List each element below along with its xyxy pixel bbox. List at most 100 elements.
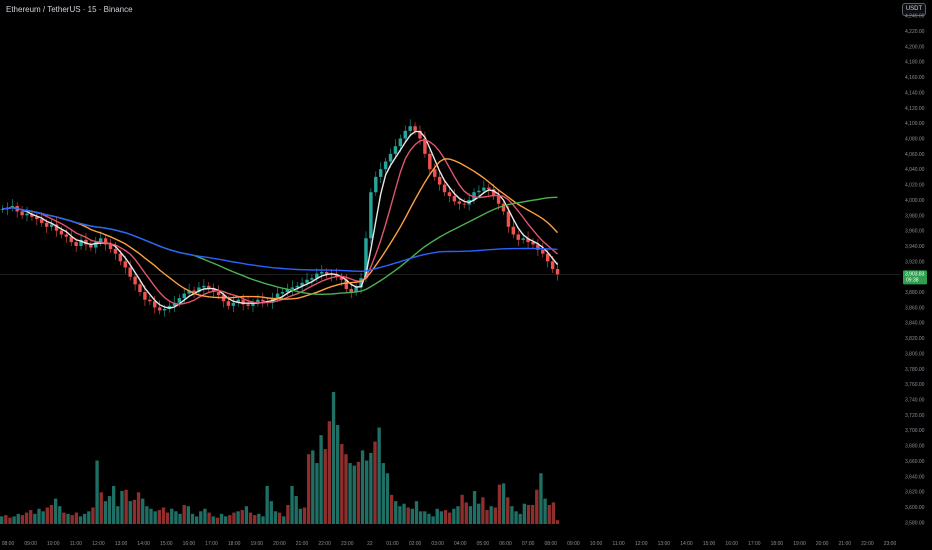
candle-body (103, 238, 108, 245)
candle-body (315, 273, 319, 279)
candle-body (501, 203, 506, 212)
volume-bar (248, 512, 253, 524)
volume-bar (443, 510, 448, 524)
price-tick: 3,720.00 (905, 413, 925, 419)
volume-bars (0, 392, 560, 524)
volume-bar (74, 512, 79, 524)
volume-bar (477, 503, 481, 524)
volume-bar (398, 506, 402, 524)
chart-title: Ethereum / TetherUS · 15 · Binance (6, 5, 133, 14)
volume-bar (174, 511, 178, 524)
volume-bar (70, 515, 74, 524)
volume-bar (277, 512, 282, 524)
volume-bar (522, 503, 527, 524)
candle-body (344, 279, 349, 289)
time-tick: 02:00 (409, 541, 422, 547)
candle-body (118, 253, 123, 262)
candle-body (413, 126, 417, 131)
candle-body (192, 290, 196, 293)
current-price-value: 3,903.83 (905, 271, 925, 277)
candle-body (324, 272, 329, 275)
price-tick: 3,780.00 (905, 367, 925, 373)
candle-body (418, 130, 422, 139)
time-tick: 11:00 (70, 541, 82, 547)
volume-bar (414, 501, 419, 524)
candle-body (541, 249, 545, 254)
volume-bar (290, 485, 294, 524)
volume-bar (323, 449, 327, 524)
candle-body (98, 238, 103, 243)
price-tick: 4,080.00 (905, 137, 925, 143)
candle-body (128, 267, 132, 277)
volume-bar (37, 508, 41, 524)
volume-bar (493, 507, 497, 524)
time-tick: 13:00 (658, 541, 671, 547)
volume-bar (448, 512, 452, 524)
candle-body (393, 146, 398, 154)
volume-bar (377, 427, 381, 524)
price-tick: 4,060.00 (905, 152, 925, 158)
candle-body (89, 244, 93, 248)
candle-body (388, 153, 393, 162)
volume-bar (236, 511, 240, 524)
time-axis[interactable]: 08:00 09:00 10:00 11:00 12:00 13:00 14:00 15:00… (2, 541, 897, 547)
volume-bar (261, 516, 265, 524)
volume-bar (265, 485, 269, 524)
volume-bar (373, 441, 377, 524)
volume-bar (257, 513, 261, 524)
price-axis[interactable]: 4,240.00 4,220.00 4,200.00 4,180.00 4,160.00… (905, 14, 925, 527)
time-tick: 22:00 (861, 541, 874, 547)
candle-body (241, 299, 245, 305)
candle-body (329, 274, 334, 276)
volume-bar (435, 508, 439, 524)
price-tick: 4,180.00 (905, 60, 925, 66)
volume-bar (460, 494, 464, 524)
volume-bar (501, 483, 506, 524)
candle-body (148, 299, 152, 302)
volume-bar (510, 506, 514, 524)
price-tick: 3,620.00 (905, 490, 925, 496)
volume-bar (149, 508, 153, 524)
candle-body (84, 239, 88, 245)
candle-body (452, 196, 457, 202)
time-tick: 14:00 (680, 541, 693, 547)
candle-body (339, 276, 344, 280)
candle-body (216, 292, 221, 296)
volume-bar (472, 491, 477, 524)
price-tick: 3,660.00 (905, 459, 925, 465)
volume-bar (311, 450, 315, 524)
candle-body (462, 203, 466, 205)
candles (0, 119, 560, 317)
candle-body (506, 211, 511, 227)
price-tick: 4,200.00 (905, 44, 925, 50)
candle-body (285, 288, 290, 293)
time-tick: 12:00 (635, 541, 648, 547)
candle-body (49, 224, 54, 227)
candle-body (79, 239, 83, 246)
time-tick: 22:00 (318, 541, 331, 547)
candle-body (408, 126, 412, 131)
volume-bar (464, 502, 468, 524)
candle-body (64, 234, 69, 237)
volume-bar (112, 485, 116, 524)
price-tick: 3,980.00 (905, 213, 925, 219)
time-tick: 06:00 (499, 541, 512, 547)
candle-body (197, 287, 201, 293)
volume-bar (107, 496, 112, 524)
volume-bar (348, 463, 352, 524)
volume-bar (315, 463, 319, 524)
candle-body (359, 278, 363, 288)
candle-body (290, 287, 294, 289)
volume-bar (16, 513, 20, 524)
candle-body (40, 219, 44, 223)
volume-bar (336, 425, 340, 524)
currency-button[interactable]: USDT (902, 3, 926, 16)
volume-bar (269, 501, 273, 524)
volume-bar (369, 452, 373, 524)
candle-body (423, 138, 427, 154)
volume-bar (228, 515, 232, 524)
candle-body (349, 288, 353, 293)
volume-bar (207, 512, 211, 524)
candle-body (354, 287, 358, 293)
